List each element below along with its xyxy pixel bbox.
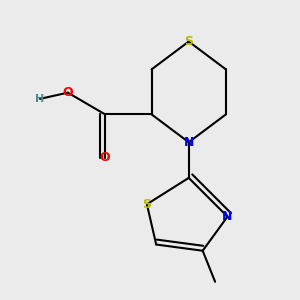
Text: O: O [100, 151, 110, 164]
Text: H: H [35, 94, 45, 104]
Text: N: N [184, 136, 194, 149]
Text: N: N [222, 210, 233, 223]
Text: S: S [184, 35, 193, 48]
Text: O: O [63, 86, 73, 99]
Text: S: S [142, 198, 152, 211]
